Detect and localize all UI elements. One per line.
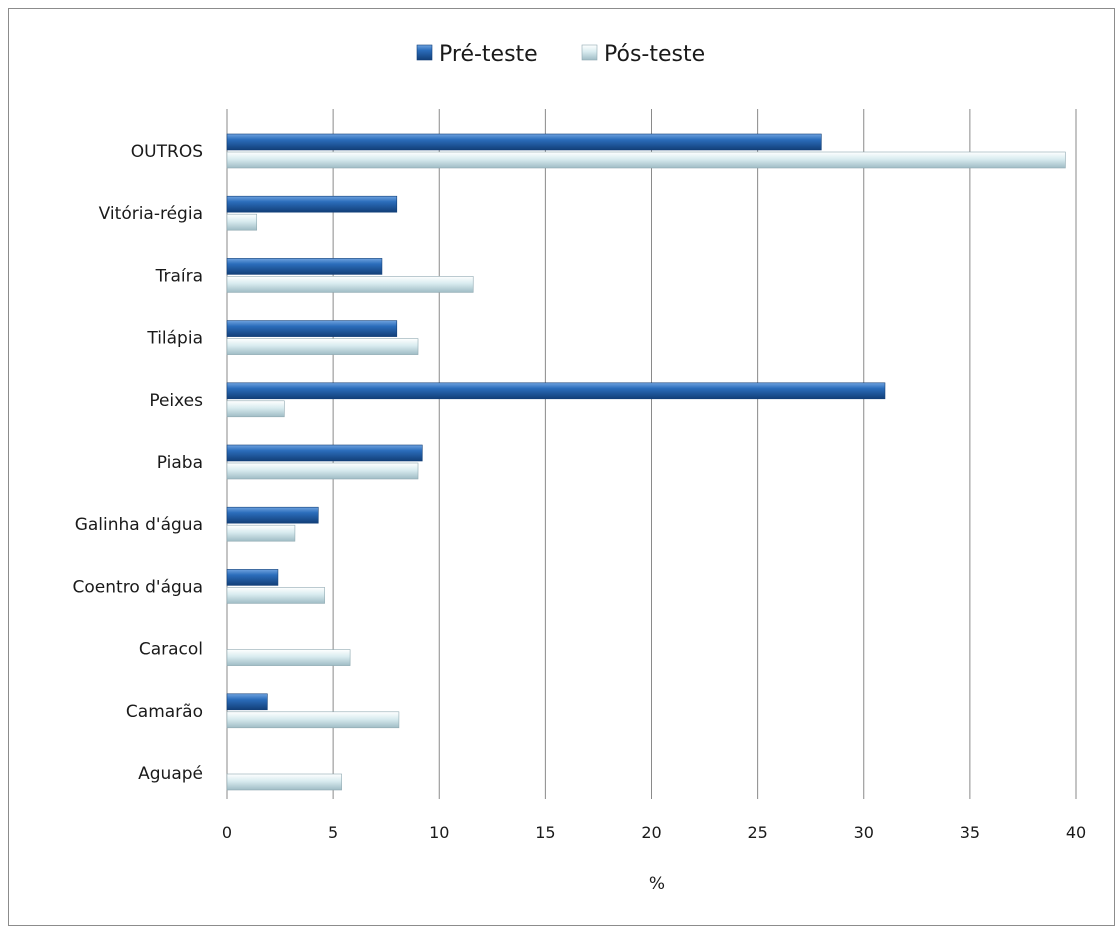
bar-pre-teste-galinha-d-agua <box>226 506 319 524</box>
bar-pre-teste-peixes <box>226 382 886 400</box>
gridlines <box>332 109 1077 799</box>
bar-pos-teste-aguape <box>226 773 342 791</box>
bars <box>226 133 1066 791</box>
legend: Pré-teste Pós-teste <box>416 42 705 67</box>
x-tick-label-15: 15 <box>535 823 555 842</box>
x-tick-label-25: 25 <box>747 823 767 842</box>
category-label-aguape: Aguapé <box>138 764 203 784</box>
bar-pos-teste-peixes <box>226 400 285 418</box>
bar-pos-teste-camarao <box>226 711 400 729</box>
bar-pos-teste-galinha-d-agua <box>226 524 296 542</box>
category-labels: OUTROS Vitória-régia Traíra Tilápia Peixes Pi… <box>73 142 204 784</box>
bar-pre-teste-piaba <box>226 444 423 462</box>
bar-pos-teste-piaba <box>226 462 419 480</box>
x-tick-label-20: 20 <box>641 823 661 842</box>
bar-pos-teste-vitoria-regia <box>226 213 258 231</box>
x-axis-title: % <box>649 874 665 894</box>
bar-pre-teste-tilapia <box>226 320 398 337</box>
category-label-peixes: Peixes <box>149 391 203 411</box>
category-label-camarao: Camarão <box>126 702 203 722</box>
bar-pos-teste-tilapia <box>226 338 419 355</box>
category-label-caracol: Caracol <box>139 640 203 660</box>
bar-pre-teste-outros <box>226 133 822 151</box>
bar-pre-teste-traira <box>226 258 383 275</box>
bar-pos-teste-caracol <box>226 649 351 666</box>
bar-pos-teste-coentro-d-agua <box>226 587 325 604</box>
x-tick-label-30: 30 <box>854 823 874 842</box>
bar-chart: Pré-teste Pós-teste OUTROS Vitória-régia T… <box>73 42 1087 894</box>
category-label-outros: OUTROS <box>131 142 203 162</box>
legend-swatch-pos-teste <box>581 44 598 61</box>
x-tick-label-35: 35 <box>960 823 980 842</box>
category-label-vitoria-regia: Vitória-régia <box>99 204 203 224</box>
chart-frame: Pré-teste Pós-teste OUTROS Vitória-régia T… <box>8 8 1115 926</box>
legend-swatch-pre-teste <box>416 44 433 61</box>
category-label-traira: Traíra <box>155 266 203 286</box>
category-label-coentro-d-agua: Coentro d'água <box>73 577 203 597</box>
bar-pos-teste-traira <box>226 276 474 293</box>
bar-pos-teste-outros <box>226 151 1066 169</box>
category-label-galinha-d-agua: Galinha d'água <box>75 515 203 535</box>
x-tick-label-0: 0 <box>222 823 232 842</box>
legend-label-pre-teste: Pré-teste <box>439 42 538 67</box>
bar-pre-teste-coentro-d-agua <box>226 569 279 586</box>
category-label-piaba: Piaba <box>157 453 203 473</box>
x-tick-label-10: 10 <box>429 823 449 842</box>
x-tick-label-5: 5 <box>328 823 338 842</box>
x-tick-label-40: 40 <box>1066 823 1086 842</box>
category-label-tilapia: Tilápia <box>146 329 203 349</box>
bar-pre-teste-vitoria-regia <box>226 195 398 213</box>
legend-label-pos-teste: Pós-teste <box>604 42 705 67</box>
x-tick-labels: 0 5 10 15 20 25 30 35 40 <box>222 823 1086 842</box>
bar-pre-teste-camarao <box>226 693 268 711</box>
